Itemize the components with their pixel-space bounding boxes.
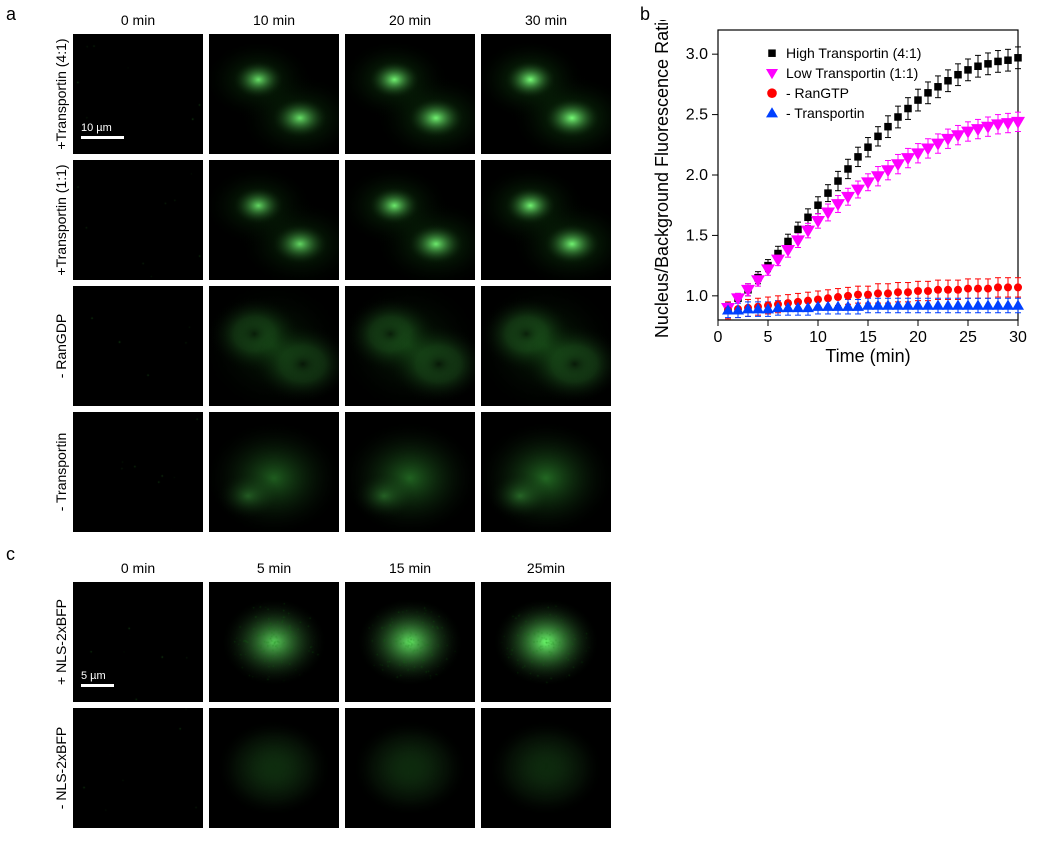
svg-text:Time (min): Time (min) [825, 346, 910, 366]
scalebar [81, 684, 114, 687]
col-header: 15 min [345, 560, 475, 576]
svg-text:1.0: 1.0 [686, 288, 708, 305]
svg-text:30: 30 [1009, 329, 1027, 346]
svg-text:2.5: 2.5 [686, 107, 708, 124]
microscopy-image [481, 708, 611, 828]
microscopy-image: 5 µm [73, 582, 203, 702]
microscopy-image [209, 34, 339, 154]
row-header: - NLS-2xBFP [53, 708, 69, 828]
row-header: +Transportin (1:1) [53, 160, 69, 280]
svg-text:3.0: 3.0 [686, 46, 708, 63]
svg-text:2.0: 2.0 [686, 167, 708, 184]
svg-text:25: 25 [959, 329, 977, 346]
col-header: 20 min [345, 12, 475, 28]
microscopy-image [481, 286, 611, 406]
svg-text:15: 15 [859, 329, 877, 346]
panel-label-c: c [6, 544, 15, 565]
row-header: + NLS-2xBFP [53, 582, 69, 702]
svg-text:Low Transportin (1:1): Low Transportin (1:1) [786, 65, 918, 81]
row-header: - Transportin [53, 412, 69, 532]
scalebar-label: 5 µm [81, 670, 106, 682]
svg-text:Nucleus/Background Fluorescenc: Nucleus/Background Fluorescence Ratio [652, 20, 672, 338]
microscopy-image [209, 160, 339, 280]
microscopy-image [345, 708, 475, 828]
col-header: 5 min [209, 560, 339, 576]
scalebar-label: 10 µm [81, 122, 112, 134]
col-header: 25min [481, 560, 611, 576]
svg-text:- Transportin: - Transportin [786, 105, 865, 121]
microscopy-image [481, 582, 611, 702]
figure: a b c 0 min 10 min 20 min 30 min +Transporti… [0, 0, 1050, 868]
panel-label-b: b [640, 4, 650, 25]
microscopy-image [209, 582, 339, 702]
row-header: - RanGDP [53, 286, 69, 406]
microscopy-image [73, 708, 203, 828]
col-header: 10 min [209, 12, 339, 28]
microscopy-image [209, 708, 339, 828]
microscopy-image [73, 412, 203, 532]
col-header: 30 min [481, 12, 611, 28]
microscopy-image [481, 34, 611, 154]
microscopy-image: 10 µm [73, 34, 203, 154]
panel-label-a: a [6, 4, 16, 25]
svg-text:1.5: 1.5 [686, 227, 708, 244]
col-header: 0 min [73, 560, 203, 576]
microscopy-image [345, 582, 475, 702]
microscopy-image [209, 412, 339, 532]
svg-text:0: 0 [714, 329, 723, 346]
microscopy-image [73, 160, 203, 280]
microscopy-image [481, 160, 611, 280]
col-header: 0 min [73, 12, 203, 28]
microscopy-image [209, 286, 339, 406]
svg-text:High Transportin (4:1): High Transportin (4:1) [786, 45, 921, 61]
scalebar [81, 136, 124, 139]
microscopy-image [345, 160, 475, 280]
chart-kinetics: 0 5 10 15 20 25 30 1.0 1.5 2.0 2.5 3.0 Time (min) Nuc… [650, 20, 1030, 370]
svg-text:10: 10 [809, 329, 827, 346]
svg-text:5: 5 [764, 329, 773, 346]
microscopy-image [345, 34, 475, 154]
microscopy-image [345, 286, 475, 406]
microscopy-image [481, 412, 611, 532]
microscopy-image [73, 286, 203, 406]
microscopy-image [345, 412, 475, 532]
svg-text:20: 20 [909, 329, 927, 346]
svg-text:- RanGTP: - RanGTP [786, 85, 849, 101]
row-header: +Transportin (4:1) [53, 34, 69, 154]
